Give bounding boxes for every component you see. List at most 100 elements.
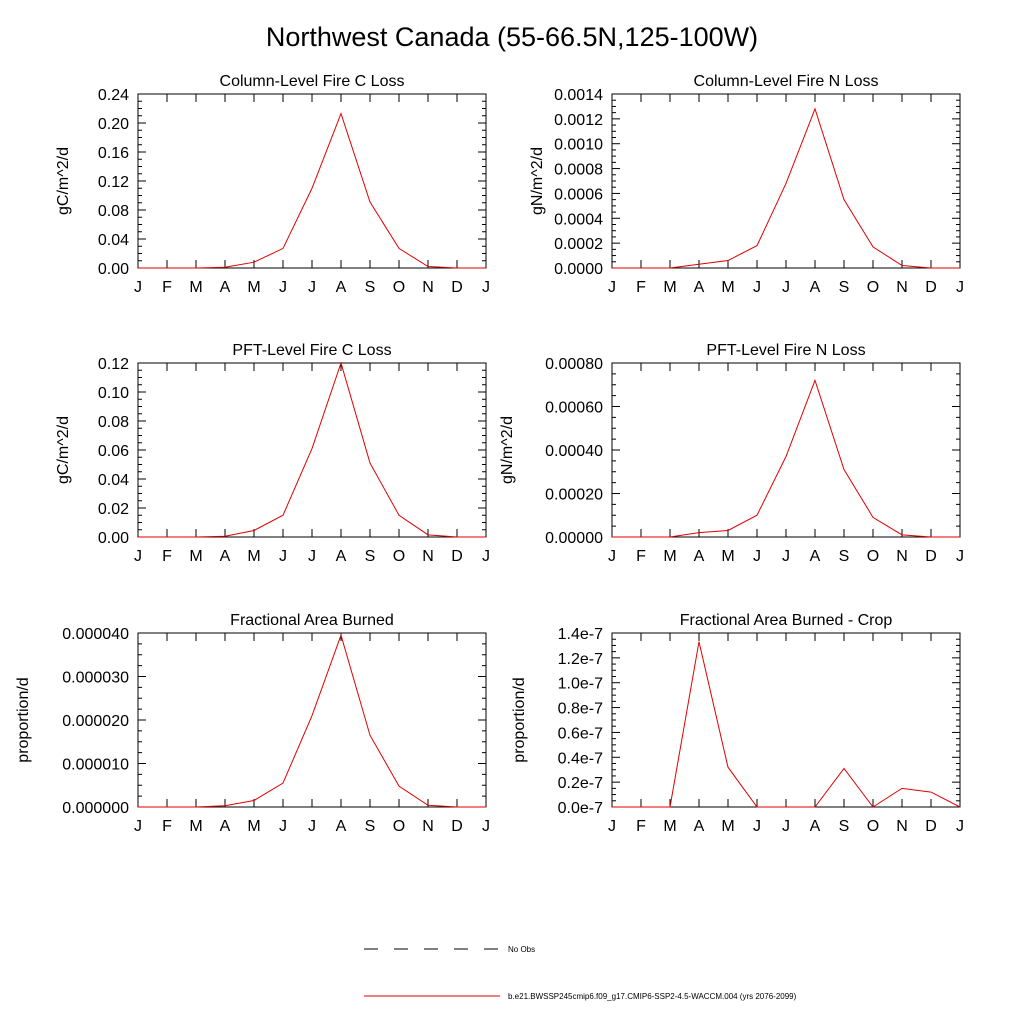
y-tick-label: 0.00000 bbox=[545, 530, 603, 547]
x-tick-label: J bbox=[782, 818, 790, 835]
chart-panel-6: Fractional Area Burned - Crop proportion/… bbox=[511, 612, 964, 835]
series-line bbox=[612, 378, 960, 538]
x-tick-label: J bbox=[134, 279, 142, 296]
x-tick-label: D bbox=[925, 818, 937, 835]
series-line bbox=[612, 107, 960, 269]
chart-title: Column-Level Fire C Loss bbox=[220, 73, 405, 90]
x-tick-label: D bbox=[925, 548, 937, 565]
chart-title: PFT-Level Fire N Loss bbox=[706, 342, 865, 359]
plot-frame bbox=[611, 362, 961, 538]
y-tick-label: 0.0010 bbox=[554, 137, 603, 154]
y-tick-label: 0.08 bbox=[98, 203, 129, 220]
x-tick-label: A bbox=[810, 548, 821, 565]
y-tick-label: 0.12 bbox=[98, 356, 129, 373]
x-tick-label: M bbox=[247, 279, 260, 296]
y-tick-label: 0.02 bbox=[98, 501, 129, 518]
x-tick-label: M bbox=[663, 818, 676, 835]
series-line bbox=[138, 112, 486, 269]
x-tick-label: M bbox=[721, 548, 734, 565]
y-tick-label: 0.000030 bbox=[62, 670, 129, 687]
y-tick-label: 0.00 bbox=[98, 261, 129, 278]
x-tick-label: A bbox=[220, 279, 231, 296]
x-tick-label: J bbox=[956, 279, 964, 296]
x-tick-label: M bbox=[247, 818, 260, 835]
plot-frame bbox=[611, 93, 961, 269]
x-tick-label: F bbox=[636, 548, 646, 565]
y-tick-label: 0.000020 bbox=[62, 713, 129, 730]
x-tick-label: S bbox=[839, 818, 850, 835]
x-tick-label: J bbox=[956, 818, 964, 835]
chart-title: PFT-Level Fire C Loss bbox=[232, 342, 391, 359]
x-tick-label: A bbox=[810, 818, 821, 835]
series-line bbox=[138, 633, 486, 808]
chart-title: Fractional Area Burned - Crop bbox=[680, 612, 893, 629]
x-tick-label: S bbox=[365, 279, 376, 296]
x-tick-label: J bbox=[134, 548, 142, 565]
y-tick-label: 0.000040 bbox=[62, 626, 129, 643]
y-tick-label: 0.04 bbox=[98, 232, 129, 249]
x-tick-label: M bbox=[189, 818, 202, 835]
x-tick-label: S bbox=[365, 548, 376, 565]
x-tick-label: O bbox=[393, 548, 405, 565]
x-tick-label: N bbox=[896, 548, 908, 565]
x-tick-label: A bbox=[336, 548, 347, 565]
y-tick-label: 0.00020 bbox=[545, 487, 603, 504]
x-tick-label: O bbox=[393, 818, 405, 835]
y-tick-label: 0.12 bbox=[98, 174, 129, 191]
y-axis-label: proportion/d bbox=[15, 677, 32, 762]
x-tick-label: J bbox=[956, 548, 964, 565]
x-tick-label: J bbox=[134, 818, 142, 835]
x-tick-label: A bbox=[694, 279, 705, 296]
x-tick-label: J bbox=[782, 548, 790, 565]
x-tick-label: O bbox=[867, 818, 879, 835]
y-tick-label: 0.2e-7 bbox=[558, 775, 603, 792]
y-tick-label: 0.00080 bbox=[545, 356, 603, 373]
plot-frame bbox=[137, 93, 487, 269]
chart-panel-4: PFT-Level Fire N Loss gN/m^2/d 0.00000 0.00… bbox=[499, 342, 964, 565]
y-axis-label: gN/m^2/d bbox=[529, 147, 546, 215]
chart-panel-1: Column-Level Fire C Loss gC/m^2/d 0.00 0.04… bbox=[55, 73, 490, 296]
plot-frame bbox=[611, 632, 961, 808]
x-tick-label: A bbox=[220, 548, 231, 565]
x-tick-label: D bbox=[451, 279, 463, 296]
x-tick-label: N bbox=[422, 279, 434, 296]
y-tick-label: 1.4e-7 bbox=[558, 626, 603, 643]
x-tick-label: S bbox=[839, 279, 850, 296]
x-tick-label: J bbox=[482, 548, 490, 565]
x-tick-label: J bbox=[308, 279, 316, 296]
y-tick-label: 0.00040 bbox=[545, 443, 603, 460]
legend-obs-label: No Obs bbox=[508, 945, 535, 954]
x-tick-label: A bbox=[694, 548, 705, 565]
figure-title: Northwest Canada (55-66.5N,125-100W) bbox=[265, 22, 759, 52]
x-tick-label: O bbox=[867, 548, 879, 565]
plot-frame bbox=[137, 632, 487, 808]
y-tick-label: 0.0000 bbox=[554, 261, 603, 278]
y-tick-label: 0.06 bbox=[98, 443, 129, 460]
x-tick-label: M bbox=[663, 279, 676, 296]
x-tick-label: J bbox=[308, 818, 316, 835]
x-tick-label: J bbox=[279, 279, 287, 296]
x-tick-label: D bbox=[925, 279, 937, 296]
y-tick-label: 0.08 bbox=[98, 414, 129, 431]
x-tick-label: S bbox=[839, 548, 850, 565]
y-tick-label: 0.000000 bbox=[62, 800, 129, 817]
y-tick-label: 0.16 bbox=[98, 145, 129, 162]
x-tick-label: M bbox=[247, 548, 260, 565]
x-tick-label: J bbox=[608, 548, 616, 565]
x-tick-label: J bbox=[482, 818, 490, 835]
x-tick-label: A bbox=[694, 818, 705, 835]
legend: No Obs b.e21.BWSSP245cmip6.f09_g17.CMIP6… bbox=[364, 945, 797, 1001]
y-tick-label: 0.6e-7 bbox=[558, 725, 603, 742]
x-tick-label: A bbox=[810, 279, 821, 296]
chart-panel-5: Fractional Area Burned proportion/d 0.0000… bbox=[15, 612, 490, 835]
y-axis-label: proportion/d bbox=[511, 677, 528, 762]
y-tick-label: 0.0e-7 bbox=[558, 800, 603, 817]
y-tick-label: 0.20 bbox=[98, 116, 129, 133]
y-tick-label: 0.00060 bbox=[545, 400, 603, 417]
y-tick-label: 0.8e-7 bbox=[558, 701, 603, 718]
x-tick-label: O bbox=[867, 279, 879, 296]
panels-group: Column-Level Fire C Loss gC/m^2/d 0.00 0.04… bbox=[15, 73, 964, 835]
x-tick-label: J bbox=[279, 548, 287, 565]
y-axis-label: gC/m^2/d bbox=[55, 147, 72, 215]
